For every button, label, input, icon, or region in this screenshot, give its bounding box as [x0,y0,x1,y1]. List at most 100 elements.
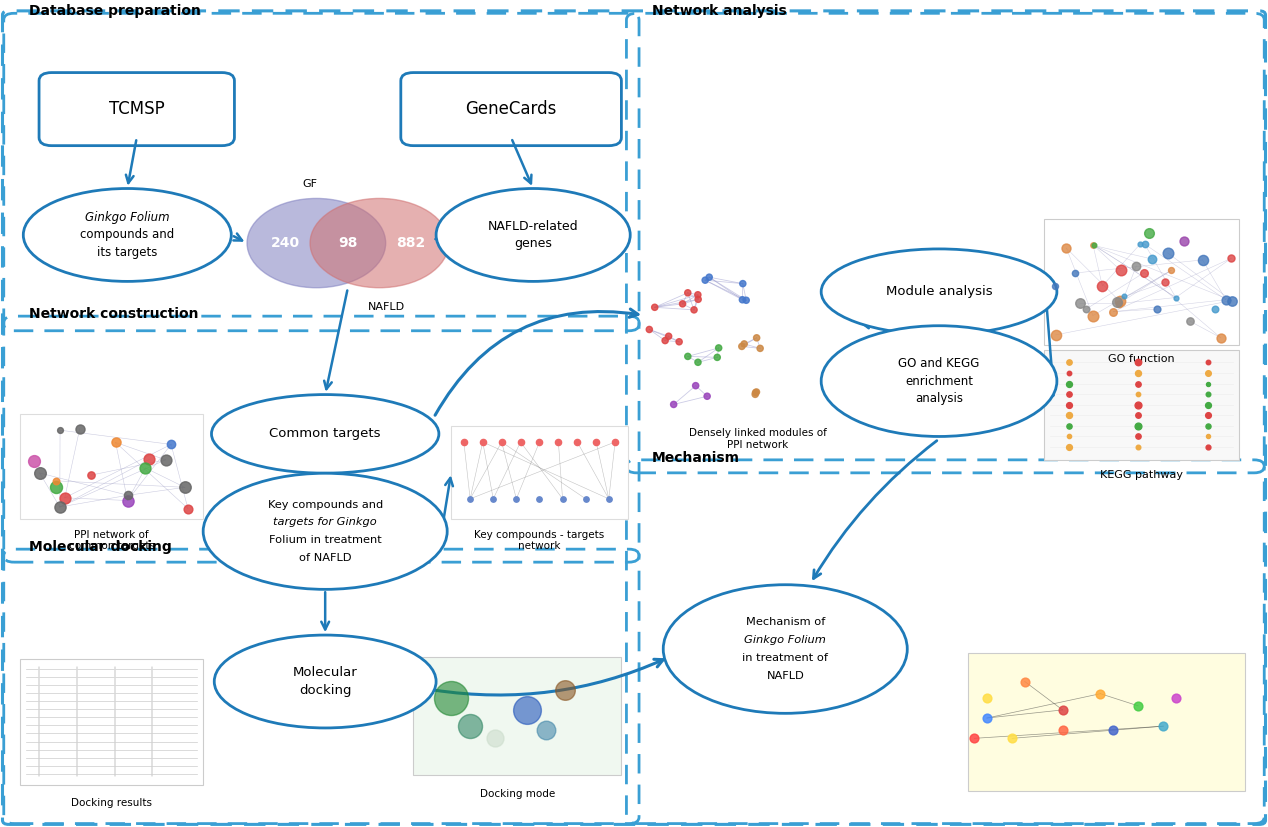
Point [699,270,719,284]
Point [735,294,756,307]
Point [1103,724,1123,737]
Text: enrichment: enrichment [905,375,973,388]
Point [1052,724,1073,737]
Point [529,435,549,448]
Point [709,342,729,355]
Point [695,274,715,287]
Ellipse shape [822,249,1058,335]
Point [670,335,690,348]
Point [1075,303,1096,316]
Text: KEGG pathway: KEGG pathway [1099,471,1183,480]
Text: Database preparation: Database preparation [29,4,200,18]
Point [483,492,503,505]
Point [70,422,90,435]
Text: docking: docking [299,684,351,697]
Point [1059,398,1079,411]
Text: 240: 240 [270,236,299,250]
Point [976,711,997,724]
Point [161,437,181,451]
Point [29,466,49,480]
Text: TCMSP: TCMSP [109,100,165,118]
Point [1129,419,1149,433]
Text: Ginkgo Folium: Ginkgo Folium [744,635,827,645]
Point [553,492,573,505]
Point [1129,409,1149,422]
FancyBboxPatch shape [451,426,628,519]
Point [1129,388,1149,401]
Point [1065,266,1085,280]
Point [749,342,770,355]
Point [1158,246,1178,260]
Text: analysis: analysis [915,393,962,405]
Point [511,435,531,448]
Point [118,494,138,507]
Point [1130,237,1150,251]
Ellipse shape [212,394,439,473]
Point [1059,440,1079,453]
Ellipse shape [822,326,1058,437]
Text: targets for Ginkgo: targets for Ginkgo [274,518,377,528]
Point [687,288,708,301]
Point [1174,234,1194,247]
FancyBboxPatch shape [971,659,1241,672]
Point [733,277,753,290]
Ellipse shape [832,253,1046,331]
Point [732,293,752,306]
Point [639,323,659,336]
Point [1205,303,1225,316]
Point [1221,294,1241,307]
Text: GO and KEGG: GO and KEGG [898,356,980,370]
Ellipse shape [445,193,621,277]
Point [1110,294,1130,308]
Point [1134,266,1154,280]
Point [55,491,75,504]
Point [529,492,549,505]
Point [687,356,708,369]
Point [1059,356,1079,369]
Point [708,351,728,364]
Point [49,423,70,437]
Ellipse shape [675,590,896,707]
Point [677,286,697,299]
Point [1046,328,1066,342]
Text: in treatment of: in treatment of [742,653,828,663]
Text: 98: 98 [339,236,358,250]
Point [672,297,692,310]
Point [686,379,706,392]
Text: of NAFLD: of NAFLD [299,553,351,563]
Point [656,334,676,347]
Point [1092,280,1112,293]
Point [1107,296,1127,309]
Text: 882: 882 [396,236,425,250]
Point [1070,297,1090,310]
Point [1135,237,1155,251]
Point [1059,388,1079,401]
Point [1129,430,1149,443]
Point [1155,275,1175,289]
Point [1129,356,1149,369]
Ellipse shape [436,189,630,281]
Point [1059,430,1079,443]
Point [1083,239,1103,252]
Point [23,455,43,468]
Point [964,732,984,745]
Point [747,332,767,345]
Point [1181,315,1201,328]
Point [46,474,66,487]
FancyBboxPatch shape [1044,351,1239,460]
Point [677,350,697,363]
Point [1197,440,1217,453]
Ellipse shape [214,479,436,584]
Point [454,435,474,448]
Point [1129,440,1149,453]
Point [441,691,462,705]
Text: its targets: its targets [98,246,157,260]
Point [1216,293,1236,306]
Point [1111,264,1131,277]
Point [605,435,625,448]
Point [1165,291,1186,304]
Text: Key compounds - targets
network: Key compounds - targets network [474,529,605,552]
Text: GF: GF [302,179,317,189]
Point [697,390,718,403]
Point [1083,238,1103,251]
